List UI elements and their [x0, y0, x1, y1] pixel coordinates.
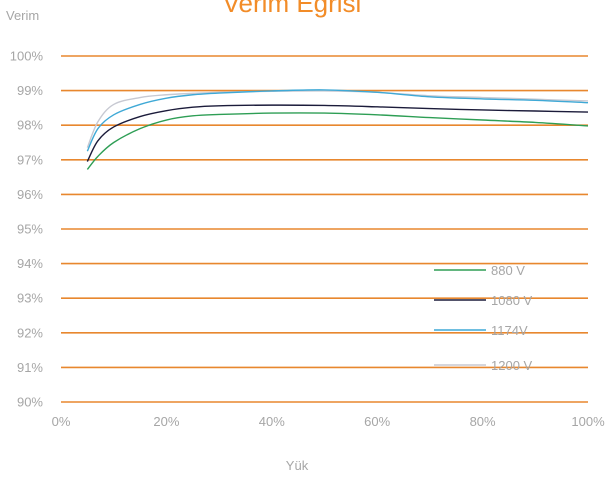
y-tick-label: 97% — [17, 152, 43, 167]
gridlines — [61, 55, 588, 403]
series-line — [86, 112, 589, 170]
x-tick-labels: 0% 20% 40% 60% 80% 100% — [52, 414, 605, 429]
legend-item: 880 V — [434, 263, 525, 278]
y-tick-label: 98% — [17, 118, 43, 133]
x-tick-label: 100% — [571, 414, 605, 429]
y-tick-label: 92% — [17, 325, 43, 340]
y-tick-label: 95% — [17, 222, 43, 237]
y-tick-label: 99% — [17, 83, 43, 98]
legend-label: 880 V — [491, 263, 525, 278]
y-axis-label: Verim — [6, 8, 39, 23]
y-tick-labels: 90% 91% 92% 93% 94% 95% 96% 97% 98% 99% 100% — [10, 49, 44, 410]
y-tick-label: 90% — [17, 395, 43, 410]
legend-item: 1080 V — [434, 293, 533, 308]
legend-item: 1200 V — [434, 358, 533, 373]
legend-label: 1200 V — [491, 358, 533, 373]
y-tick-label: 93% — [17, 291, 43, 306]
legend-label: 1080 V — [491, 293, 533, 308]
series-line — [86, 89, 589, 152]
x-tick-label: 60% — [364, 414, 390, 429]
series-line — [86, 104, 589, 162]
x-axis-label: Yük — [286, 458, 309, 473]
legend-item: 1174V — [434, 323, 528, 338]
y-tick-label: 100% — [10, 49, 44, 64]
x-tick-label: 20% — [153, 414, 179, 429]
y-tick-label: 96% — [17, 187, 43, 202]
data-series — [86, 89, 589, 170]
y-tick-label: 91% — [17, 360, 43, 375]
legend: 880 V 1080 V 1174V 1200 V — [434, 263, 533, 373]
x-tick-label: 40% — [259, 414, 285, 429]
y-tick-label: 94% — [17, 256, 43, 271]
x-tick-label: 0% — [52, 414, 71, 429]
chart-title: Verim Eğrisi — [223, 0, 362, 18]
x-tick-label: 80% — [470, 414, 496, 429]
legend-label: 1174V — [491, 323, 528, 338]
